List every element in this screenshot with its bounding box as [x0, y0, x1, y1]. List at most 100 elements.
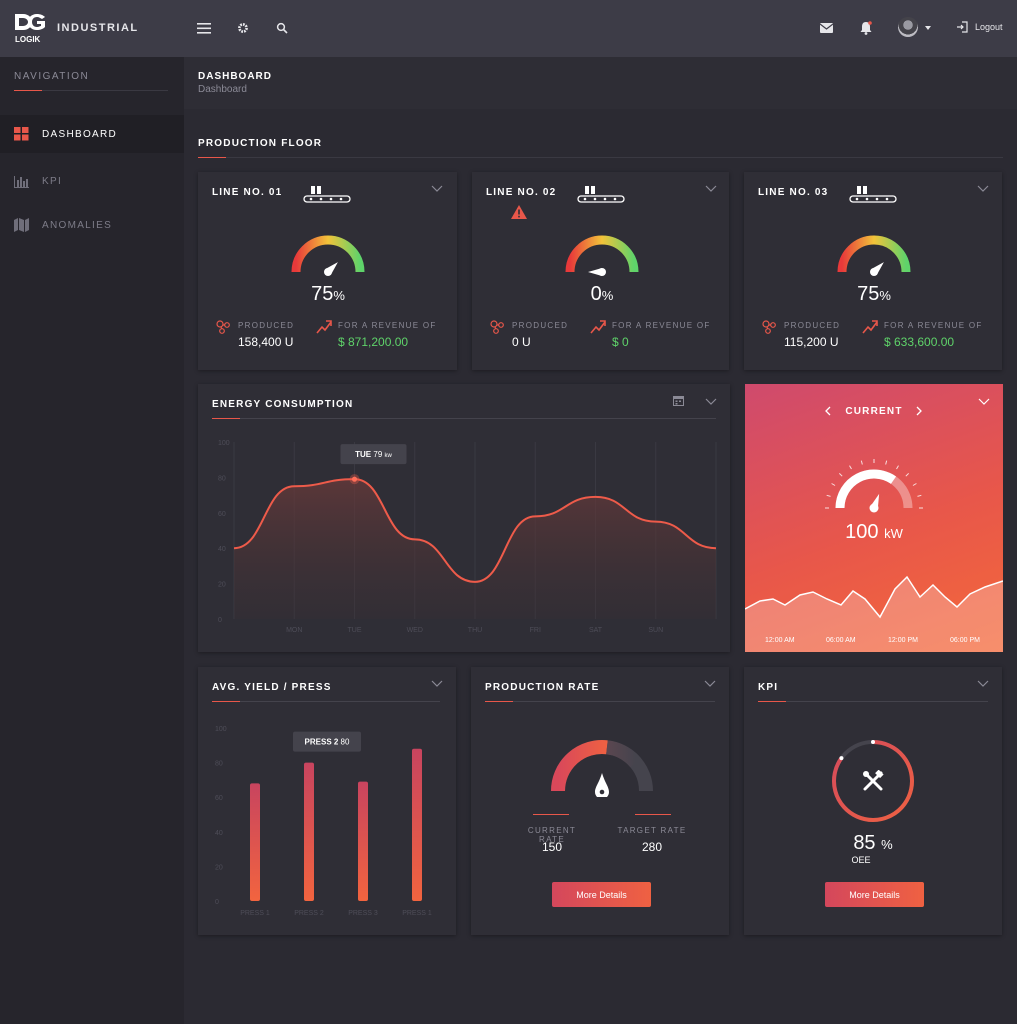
chevron-left-icon[interactable] — [824, 406, 832, 416]
kpi-sub: OEE — [851, 855, 871, 865]
y-tick-label: 80 — [215, 761, 223, 768]
yield-bar — [304, 762, 314, 901]
brand-name: INDUSTRIAL — [57, 22, 139, 34]
sidebar-item-kpi[interactable]: KPI — [0, 162, 184, 200]
line-gauge — [291, 235, 365, 276]
yield-title: AVG. YIELD / PRESS — [212, 682, 332, 693]
time-label: 06:00 PM — [950, 637, 980, 644]
energy-highlight-point — [351, 476, 358, 482]
search-icon[interactable] — [276, 22, 288, 34]
energy-chart: 0 20 40 60 80 100 MON TUE WED THU FRI SAT SUN TUE 79 … — [218, 440, 717, 634]
nav-title: NAVIGATION — [14, 71, 90, 82]
current-rate-marker — [533, 814, 569, 815]
gauge-tick — [860, 460, 863, 465]
current-value: 100 kW — [845, 521, 903, 543]
chevron-right-icon[interactable] — [915, 406, 923, 416]
line-gauge — [565, 235, 639, 276]
sidebar-item-anomalies[interactable]: ANOMALIES — [0, 206, 184, 244]
molecule-icon — [762, 320, 776, 334]
chevron-down-icon[interactable] — [704, 184, 718, 194]
calendar-icon[interactable] — [673, 395, 684, 406]
logout-button[interactable]: Logout — [957, 21, 1003, 33]
chevron-down-icon[interactable] — [977, 397, 991, 407]
breadcrumb — [184, 57, 1017, 109]
revenue-label: FOR A REVENUE OF — [338, 321, 437, 330]
logout-icon — [957, 21, 968, 33]
logo[interactable]: LOGIK — [14, 12, 46, 44]
gauge-arc — [565, 235, 639, 273]
gear-icon[interactable] — [237, 22, 249, 34]
gauge-tick — [896, 465, 899, 470]
target-rate-marker — [635, 814, 671, 815]
sidebar — [0, 57, 184, 1024]
trend-up-icon — [590, 320, 606, 334]
target-rate-label: TARGET RATE — [617, 826, 687, 835]
yield-card: AVG. YIELD / PRESS 0 20 40 60 80 100 PRESS 1 PR… — [198, 667, 456, 935]
x-tick-label: SAT — [589, 627, 603, 634]
chevron-down-icon[interactable] — [430, 679, 444, 689]
gauge-needle — [595, 773, 609, 797]
gauge-arc — [835, 469, 897, 509]
conveyor-icon — [303, 186, 351, 203]
more-details-button[interactable]: More Details — [825, 882, 924, 907]
gauge-arc — [551, 740, 608, 792]
x-tick-label: TUE — [348, 627, 362, 634]
molecule-icon — [216, 320, 230, 334]
map-icon — [14, 218, 29, 232]
produced-value: 115,200 U — [784, 335, 839, 349]
chevron-down-icon[interactable] — [703, 679, 717, 689]
gauge-tick — [917, 494, 922, 497]
y-tick-label: 20 — [215, 864, 223, 871]
x-tick-label: WED — [407, 627, 423, 634]
page-title: DASHBOARD — [198, 71, 272, 82]
chevron-down-icon[interactable] — [976, 679, 990, 689]
kpi-value: 85 % — [853, 832, 893, 854]
gauge-tick — [912, 483, 917, 486]
x-tick-label: MON — [286, 627, 302, 634]
x-tick-label: PRESS 1 — [402, 910, 432, 917]
ring-progress — [832, 740, 914, 822]
target-rate-value: 280 — [641, 840, 663, 854]
x-tick-label: PRESS 3 — [348, 910, 378, 917]
kpi-title: KPI — [758, 682, 779, 693]
sidebar-item-label: KPI — [42, 175, 63, 187]
chevron-down-icon[interactable] — [704, 397, 718, 407]
y-tick-label: 80 — [218, 475, 226, 482]
produced-value: 0 U — [512, 335, 531, 349]
ring-start-dot — [871, 740, 875, 744]
svg-text:LOGIK: LOGIK — [15, 35, 41, 44]
bell-icon[interactable] — [860, 21, 872, 35]
avatar[interactable] — [898, 17, 918, 37]
current-title: CURRENT — [845, 406, 903, 417]
mail-icon[interactable] — [820, 23, 833, 33]
section-title: PRODUCTION FLOOR — [198, 138, 323, 149]
card-divider — [758, 701, 988, 702]
trend-up-icon — [316, 320, 332, 334]
y-tick-label: 100 — [215, 726, 227, 733]
caret-down-icon[interactable] — [925, 26, 931, 30]
chevron-down-icon[interactable] — [976, 184, 990, 194]
menu-icon[interactable] — [197, 22, 211, 34]
chevron-down-icon[interactable] — [430, 184, 444, 194]
energy-card: ENERGY CONSUMPTION 0 20 40 60 80 100 MON TUE WED… — [198, 384, 730, 652]
sidebar-item-dashboard[interactable]: DASHBOARD — [0, 115, 184, 153]
y-tick-label: 40 — [218, 546, 226, 553]
sidebar-item-label: ANOMALIES — [42, 219, 113, 231]
gauge-tick — [831, 483, 836, 486]
energy-series-line — [233, 478, 717, 583]
breadcrumb-link[interactable]: Dashboard — [198, 84, 247, 95]
more-details-button[interactable]: More Details — [552, 882, 651, 907]
revenue-label: FOR A REVENUE OF — [612, 321, 711, 330]
y-tick-label: 0 — [218, 617, 222, 624]
yield-bar — [358, 781, 368, 901]
nav-divider — [14, 90, 168, 91]
y-tick-label: 60 — [218, 511, 226, 518]
energy-area — [234, 479, 716, 619]
gauge-pivot — [599, 789, 605, 795]
line-title: LINE NO. 01 — [212, 187, 283, 198]
production-rate-card: PRODUCTION RATE CURRENT RATE 150 TARGET … — [471, 667, 729, 935]
section-divider — [198, 157, 1003, 158]
gauge-tick — [826, 494, 831, 497]
top-bar: LOGIK INDUSTRIAL Logout — [0, 0, 1017, 57]
time-label: 12:00 AM — [765, 637, 795, 644]
